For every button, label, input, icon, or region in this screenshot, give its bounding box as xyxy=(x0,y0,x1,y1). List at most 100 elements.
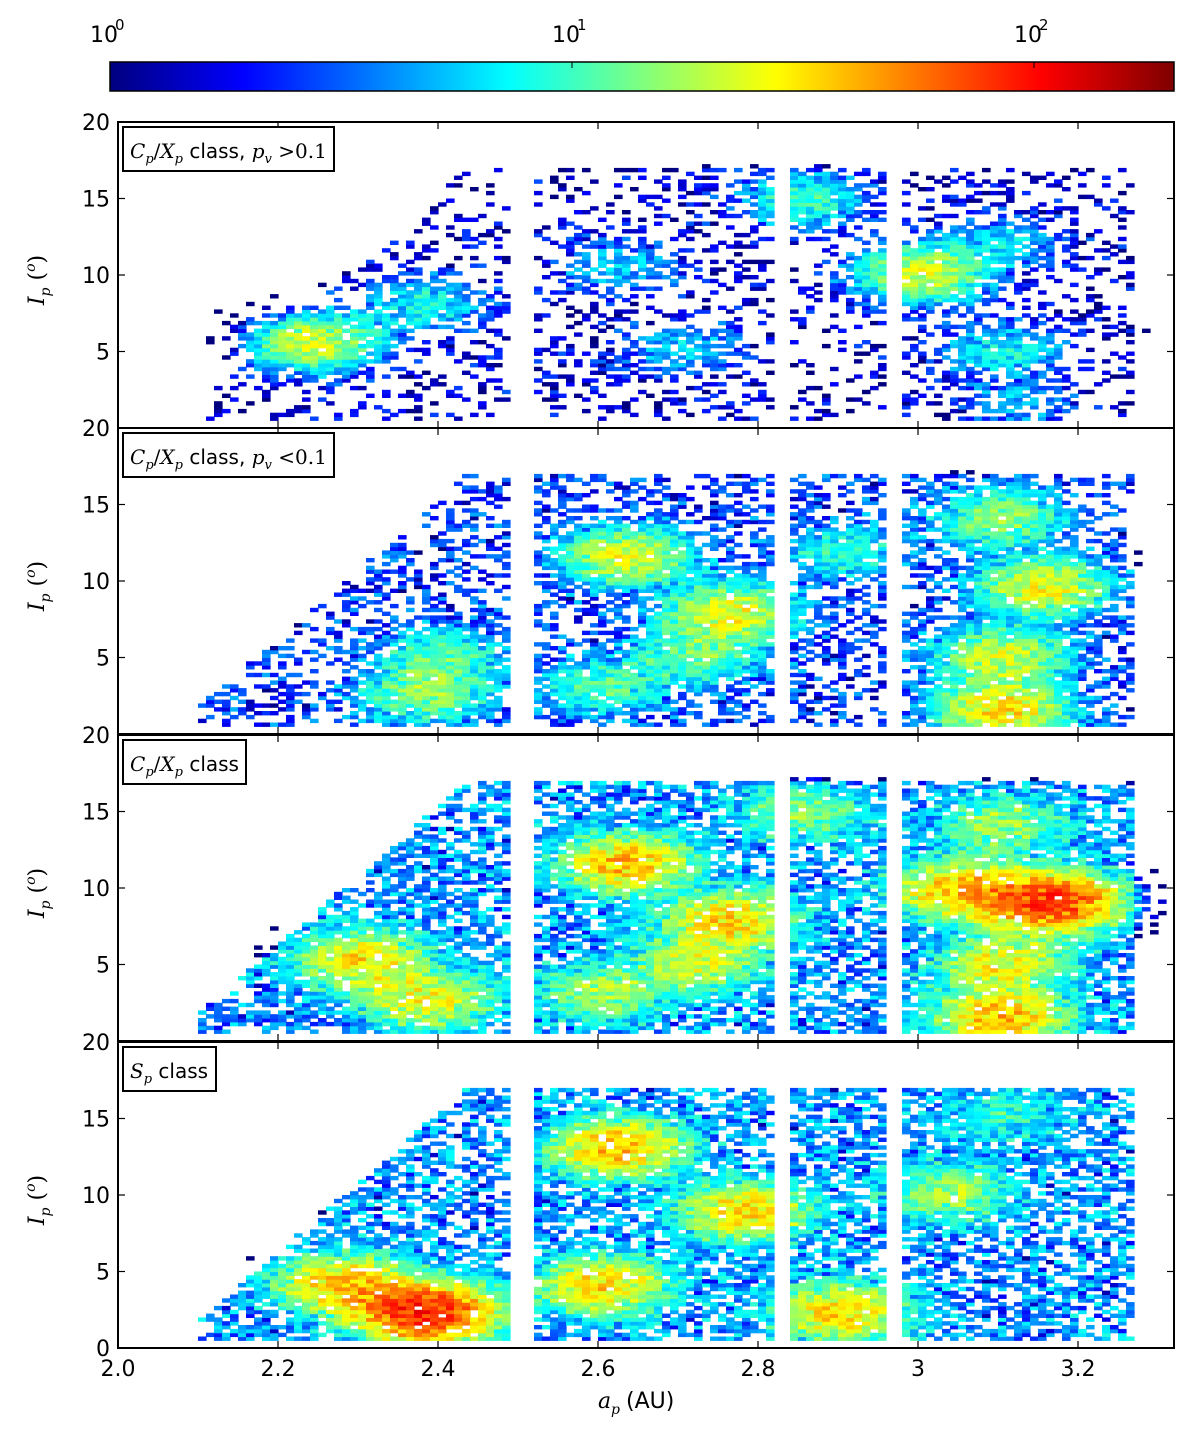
heatmap-cell xyxy=(566,561,575,567)
heatmap-cell xyxy=(270,374,279,379)
heatmap-cell xyxy=(806,603,815,609)
heatmap-cell xyxy=(582,508,591,513)
heatmap-cell xyxy=(694,267,703,272)
heatmap-cell xyxy=(478,588,487,593)
heatmap-cell xyxy=(406,711,415,716)
heatmap-cell xyxy=(710,592,719,597)
heatmap-cell xyxy=(862,255,871,261)
heatmap-cell xyxy=(662,313,671,318)
heatmap-cell xyxy=(726,676,735,681)
heatmap-cell xyxy=(262,657,271,662)
heatmap-cell xyxy=(326,680,335,685)
heatmap-cell xyxy=(982,275,991,280)
heatmap-cell xyxy=(566,577,575,582)
heatmap-cell xyxy=(598,676,607,681)
heatmap-cell xyxy=(1014,397,1023,402)
heatmap-cell xyxy=(502,615,511,620)
heatmap-cell xyxy=(758,691,767,697)
heatmap-cell xyxy=(494,167,503,173)
heatmap-cell xyxy=(734,577,743,582)
heatmap-cell xyxy=(534,688,543,693)
heatmap-cell xyxy=(910,225,919,230)
heatmap-cell xyxy=(926,206,935,211)
heatmap-cell xyxy=(846,202,855,207)
heatmap-cell xyxy=(246,665,255,670)
heatmap-cell xyxy=(790,592,799,597)
heatmap-cell xyxy=(558,271,567,276)
heatmap-cell xyxy=(614,592,623,597)
heatmap-cell xyxy=(702,531,711,536)
heatmap-cell xyxy=(646,588,655,593)
heatmap-cell xyxy=(270,366,279,372)
heatmap-cell xyxy=(654,481,663,486)
heatmap-cell xyxy=(1022,278,1031,284)
heatmap-cell xyxy=(422,588,431,593)
heatmap-cell xyxy=(766,588,775,593)
heatmap-cell xyxy=(710,638,719,643)
heatmap-cell xyxy=(990,416,999,421)
heatmap-cell xyxy=(454,711,463,716)
heatmap-cell xyxy=(798,320,807,326)
heatmap-cell xyxy=(742,661,751,666)
heatmap-cell xyxy=(950,263,959,268)
heatmap-cell xyxy=(766,210,775,215)
heatmap-cell xyxy=(918,248,927,253)
heatmap-cell xyxy=(710,493,719,498)
heatmap-cell xyxy=(686,190,695,196)
heatmap-cell xyxy=(462,642,471,647)
heatmap-cell xyxy=(246,320,255,326)
heatmap-cell xyxy=(678,366,687,372)
heatmap-cell xyxy=(806,370,815,375)
heatmap-cell xyxy=(710,248,719,253)
heatmap-cell xyxy=(270,355,279,360)
heatmap-cell xyxy=(790,175,799,180)
heatmap-cell xyxy=(806,707,815,712)
heatmap-cell xyxy=(710,684,719,689)
heatmap-cell xyxy=(974,351,983,356)
heatmap-cell xyxy=(446,267,455,272)
heatmap-cell xyxy=(742,297,751,303)
heatmap-cell xyxy=(1030,248,1039,253)
heatmap-cell xyxy=(678,577,687,582)
heatmap-cell xyxy=(838,187,847,192)
heatmap-cell xyxy=(966,359,975,364)
heatmap-cell xyxy=(638,275,647,280)
heatmap-cell xyxy=(662,263,671,268)
heatmap-cell xyxy=(1126,389,1135,395)
heatmap-cell xyxy=(582,569,591,574)
heatmap-cell xyxy=(670,259,679,265)
heatmap-cell xyxy=(1030,252,1039,257)
heatmap-cell xyxy=(806,294,815,299)
heatmap-cell xyxy=(374,263,383,268)
heatmap-cell xyxy=(294,340,303,345)
heatmap-cell xyxy=(702,202,711,207)
heatmap-cell xyxy=(478,707,487,712)
heatmap-cell xyxy=(614,194,623,200)
heatmap-cell xyxy=(846,232,855,238)
heatmap-cell xyxy=(454,573,463,578)
heatmap-cell xyxy=(478,653,487,659)
heatmap-cell xyxy=(566,558,575,563)
heatmap-cell xyxy=(854,271,863,276)
heatmap-cell xyxy=(582,561,591,567)
heatmap-cell xyxy=(398,565,407,571)
heatmap-cell xyxy=(846,290,855,295)
heatmap-cell xyxy=(422,320,431,326)
heatmap-cell xyxy=(446,347,455,353)
heatmap-cell xyxy=(590,581,599,586)
heatmap-cell xyxy=(734,347,743,353)
heatmap-cell xyxy=(998,275,1007,280)
heatmap-cell xyxy=(286,313,295,318)
heatmap-cell xyxy=(622,592,631,597)
heatmap-cell xyxy=(1014,340,1023,345)
heatmap-cell xyxy=(478,297,487,303)
heatmap-cell xyxy=(622,573,631,578)
heatmap-cell xyxy=(646,202,655,207)
heatmap-cell xyxy=(1030,206,1039,211)
heatmap-cell xyxy=(686,615,695,620)
heatmap-cell xyxy=(942,271,951,276)
heatmap-cell xyxy=(502,561,511,567)
heatmap-cell xyxy=(374,282,383,288)
heatmap-cell xyxy=(342,669,351,674)
heatmap-cell xyxy=(710,565,719,571)
